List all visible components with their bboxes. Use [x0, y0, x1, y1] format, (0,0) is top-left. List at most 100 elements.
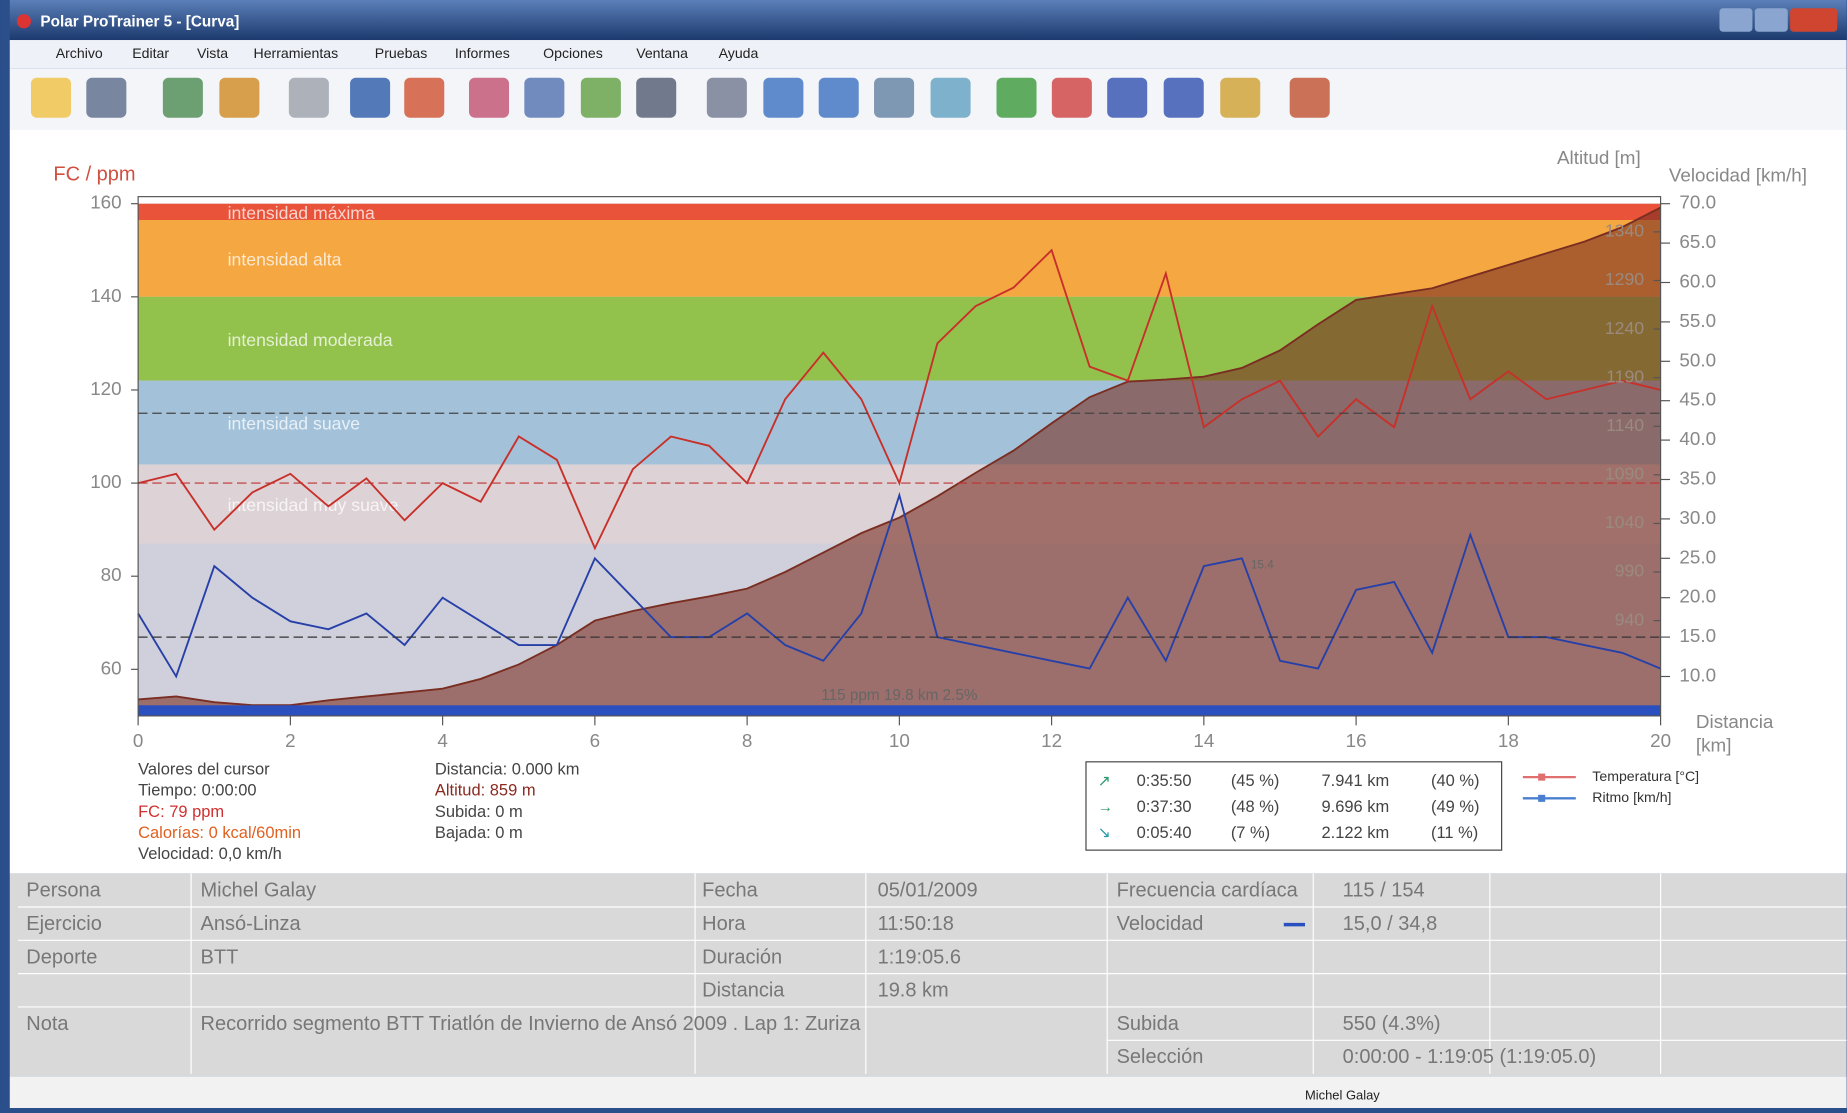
field-label: Nota: [26, 1013, 69, 1035]
toolbar-button[interactable]: [1220, 78, 1260, 118]
x-tick-label: 20: [1650, 730, 1671, 751]
toolbar-button[interactable]: [1052, 78, 1092, 118]
x-axis-title: Distancia: [1696, 711, 1774, 732]
speed-tick-label: 45.0: [1679, 389, 1716, 410]
toolbar-button[interactable]: [819, 78, 859, 118]
menu-item[interactable]: Pruebas: [375, 45, 428, 61]
zone-label: intensidad suave: [228, 414, 361, 434]
summary-cell: (45 %): [1231, 772, 1280, 790]
legend-label: Ritmo [km/h]: [1592, 789, 1671, 805]
toolbar-button[interactable]: [581, 78, 621, 118]
menu-item[interactable]: Herramientas: [254, 45, 339, 61]
toolbar-button[interactable]: [763, 78, 803, 118]
maximize-button[interactable]: [1755, 8, 1788, 32]
menu-item[interactable]: Informes: [455, 45, 510, 61]
legend-label: Temperatura [°C]: [1592, 768, 1699, 784]
toolbar-button[interactable]: [86, 78, 126, 118]
toolbar-button[interactable]: [469, 78, 509, 118]
field-value: 550 (4.3%): [1343, 1013, 1441, 1035]
summary-cell: 0:37:30: [1137, 798, 1192, 816]
toolbar-button[interactable]: [707, 78, 747, 118]
menu-item[interactable]: Ventana: [636, 45, 688, 61]
toolbar-button[interactable]: [1107, 78, 1147, 118]
field-value: 15,0 / 34,8: [1343, 913, 1438, 935]
minimize-button[interactable]: [1719, 8, 1752, 32]
altitude-tick-label: 1090: [1605, 464, 1644, 484]
y-axis-title: FC / ppm: [53, 164, 135, 186]
close-button[interactable]: [1790, 8, 1837, 32]
y-tick-label: 80: [101, 564, 122, 585]
menu-item[interactable]: Opciones: [543, 45, 603, 61]
page: {"window": {"title": "Polar ProTrainer 5…: [0, 0, 1847, 1108]
menu-item[interactable]: Archivo: [56, 45, 103, 61]
menu-item[interactable]: Vista: [197, 45, 228, 61]
zone-label: intensidad muy suave: [228, 495, 399, 515]
annotation: 15.4: [1251, 558, 1274, 571]
x-tick-label: 4: [437, 730, 447, 751]
field-value: BTT: [201, 946, 239, 968]
toolbar-button[interactable]: [997, 78, 1037, 118]
x-tick-label: 18: [1498, 730, 1519, 751]
altitude-tick-label: 1340: [1605, 221, 1644, 241]
summary-cell: (49 %): [1431, 798, 1480, 816]
speed-tick-label: 20.0: [1679, 586, 1716, 607]
field-label: Distancia: [702, 980, 785, 1002]
summary-icon: →: [1098, 799, 1113, 816]
toolbar-button[interactable]: [163, 78, 203, 118]
toolbar-button[interactable]: [636, 78, 676, 118]
speed-tick-label: 55.0: [1679, 310, 1716, 331]
summary-cell: 2.122 km: [1321, 824, 1389, 842]
speed-tick-label: 30.0: [1679, 507, 1716, 528]
window-title: Polar ProTrainer 5 - [Curva]: [40, 13, 239, 30]
summary-icon: ↗: [1098, 773, 1111, 790]
intensity-zone: [138, 220, 1660, 297]
legend-marker: [1538, 774, 1545, 781]
toolbar-button[interactable]: [31, 78, 71, 118]
y-tick-label: 100: [90, 471, 121, 492]
y-tick-label: 140: [90, 285, 121, 306]
menu-item[interactable]: Ayuda: [719, 45, 759, 61]
field-label: Fecha: [702, 880, 758, 902]
x-tick-label: 14: [1193, 730, 1214, 751]
x-tick-label: 8: [742, 730, 752, 751]
x-axis-unit: [km]: [1696, 734, 1732, 755]
altitude-tick-label: 1190: [1606, 366, 1644, 386]
toolbar-button[interactable]: [874, 78, 914, 118]
cursor-value: Velocidad: 0,0 km/h: [138, 845, 282, 863]
altitude-tick-label: 1040: [1605, 512, 1644, 532]
app-icon: [17, 14, 31, 28]
toolbar-button[interactable]: [524, 78, 564, 118]
toolbar-button[interactable]: [1290, 78, 1330, 118]
zone-label: intensidad alta: [228, 249, 342, 269]
summary-cell: 0:35:50: [1137, 772, 1192, 790]
cursor-value: Calorías: 0 kcal/60min: [138, 824, 301, 842]
speed-tick-label: 15.0: [1679, 625, 1716, 646]
toolbar-button[interactable]: [1164, 78, 1204, 118]
field-label: Subida: [1117, 1013, 1180, 1035]
toolbar-button[interactable]: [404, 78, 444, 118]
summary-cell: (40 %): [1431, 772, 1480, 790]
legend-marker: [1538, 795, 1545, 802]
cursor-value: Altitud: 859 m: [435, 782, 536, 800]
field-label: Hora: [702, 913, 746, 935]
altitude-tick-label: 1240: [1605, 318, 1644, 338]
zone-label: intensidad máxima: [228, 203, 375, 223]
field-label: Deporte: [26, 946, 97, 968]
menu-item[interactable]: Editar: [132, 45, 169, 61]
y-tick-label: 60: [101, 657, 122, 678]
speed-tick-label: 70.0: [1679, 192, 1716, 213]
toolbar-button[interactable]: [289, 78, 329, 118]
cursor-value: Subida: 0 m: [435, 803, 523, 821]
toolbar-button[interactable]: [350, 78, 390, 118]
field-label: Persona: [26, 880, 101, 902]
selection-bar: [138, 705, 1660, 716]
toolbar-button[interactable]: [219, 78, 259, 118]
cursor-title: Valores del cursor: [138, 760, 270, 778]
toolbar-button[interactable]: [931, 78, 971, 118]
speed-tick-label: 10.0: [1679, 664, 1716, 685]
altitude-tick-label: 940: [1615, 609, 1645, 629]
app-window: Polar ProTrainer 5 - [Curva] Archivo Edit…: [0, 0, 1847, 1108]
field-label: Selección: [1117, 1046, 1204, 1068]
speed-axis-title: Velocidad [km/h]: [1669, 165, 1807, 186]
x-tick-label: 12: [1041, 730, 1062, 751]
